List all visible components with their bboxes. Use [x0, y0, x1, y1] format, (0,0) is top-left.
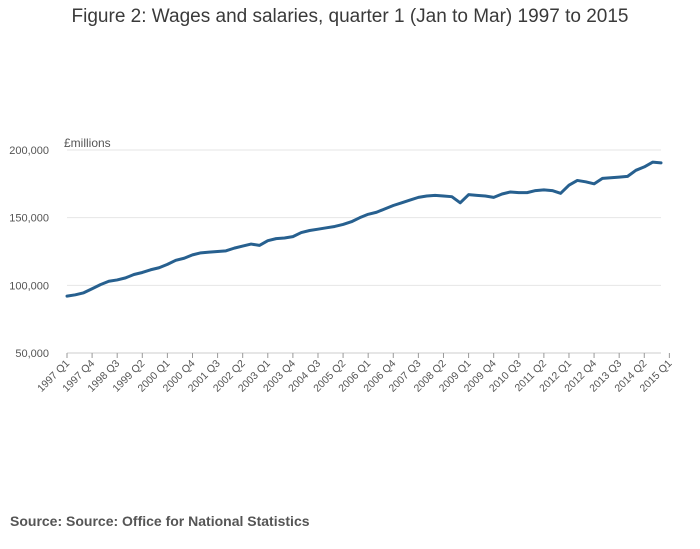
data-point[interactable]: [81, 290, 86, 295]
data-point[interactable]: [433, 193, 438, 198]
gridlines: [67, 149, 661, 354]
data-point[interactable]: [659, 160, 664, 165]
data-point[interactable]: [148, 267, 153, 272]
data-point[interactable]: [274, 236, 279, 241]
data-point[interactable]: [516, 190, 521, 195]
data-point[interactable]: [575, 178, 580, 183]
data-point[interactable]: [550, 188, 555, 193]
data-point[interactable]: [257, 243, 262, 248]
data-point[interactable]: [650, 160, 655, 165]
data-point[interactable]: [332, 224, 337, 229]
y-axis-unit-label: £millions: [64, 136, 111, 150]
data-point[interactable]: [98, 282, 103, 287]
data-point[interactable]: [566, 183, 571, 188]
data-point[interactable]: [500, 191, 505, 196]
data-point[interactable]: [642, 164, 647, 169]
data-point[interactable]: [533, 188, 538, 193]
data-point[interactable]: [458, 200, 463, 205]
data-point[interactable]: [449, 194, 454, 199]
data-point[interactable]: [207, 250, 212, 255]
data-point[interactable]: [65, 294, 70, 299]
data-point[interactable]: [558, 191, 563, 196]
y-tick-label: 150,000: [9, 213, 49, 225]
data-point[interactable]: [215, 249, 220, 254]
series-line-wages-and-salaries[interactable]: [65, 160, 663, 298]
data-point[interactable]: [131, 272, 136, 277]
data-point[interactable]: [349, 219, 354, 224]
data-point[interactable]: [633, 168, 638, 173]
data-point[interactable]: [391, 203, 396, 208]
data-point[interactable]: [115, 277, 120, 282]
data-point[interactable]: [341, 222, 346, 227]
data-point[interactable]: [541, 187, 546, 192]
data-point[interactable]: [140, 270, 145, 275]
data-point[interactable]: [299, 230, 304, 235]
data-point[interactable]: [282, 235, 287, 240]
data-point[interactable]: [491, 195, 496, 200]
data-point[interactable]: [324, 225, 329, 230]
data-point[interactable]: [608, 175, 613, 180]
data-point[interactable]: [592, 181, 597, 186]
data-point[interactable]: [483, 194, 488, 199]
data-point[interactable]: [182, 256, 187, 261]
data-point[interactable]: [157, 265, 162, 270]
data-point[interactable]: [190, 252, 195, 257]
data-point[interactable]: [508, 189, 513, 194]
data-point[interactable]: [525, 190, 530, 195]
data-point[interactable]: [374, 210, 379, 215]
data-point[interactable]: [123, 275, 128, 280]
y-tick-label: 200,000: [9, 145, 49, 157]
data-point[interactable]: [240, 244, 245, 249]
data-point[interactable]: [307, 228, 312, 233]
chart-title: Figure 2: Wages and salaries, quarter 1 …: [71, 6, 629, 27]
y-axis: 50,000 100,000 150,000 200,000: [9, 145, 49, 360]
data-point[interactable]: [617, 175, 622, 180]
data-point[interactable]: [315, 227, 320, 232]
data-point[interactable]: [265, 238, 270, 243]
data-point[interactable]: [424, 194, 429, 199]
series-layer: [65, 160, 664, 299]
y-tick-label: 100,000: [9, 280, 49, 292]
source-note: Source: Source: Office for National Stat…: [10, 513, 310, 529]
data-point[interactable]: [474, 193, 479, 198]
data-point[interactable]: [408, 198, 413, 203]
data-point[interactable]: [366, 212, 371, 217]
data-point[interactable]: [583, 179, 588, 184]
data-point[interactable]: [441, 194, 446, 199]
data-point[interactable]: [249, 242, 254, 247]
data-point[interactable]: [232, 246, 237, 251]
data-point[interactable]: [106, 279, 111, 284]
data-point[interactable]: [466, 192, 471, 197]
data-point[interactable]: [90, 286, 95, 291]
data-point[interactable]: [165, 262, 170, 267]
y-tick-label: 50,000: [15, 348, 49, 360]
data-point[interactable]: [73, 292, 78, 297]
data-point[interactable]: [382, 206, 387, 211]
data-point[interactable]: [357, 215, 362, 220]
data-point[interactable]: [625, 174, 630, 179]
data-point[interactable]: [173, 258, 178, 263]
data-point[interactable]: [290, 234, 295, 239]
data-point[interactable]: [416, 195, 421, 200]
data-point[interactable]: [399, 200, 404, 205]
data-point[interactable]: [600, 176, 605, 181]
data-point[interactable]: [223, 248, 228, 253]
data-point[interactable]: [198, 250, 203, 255]
